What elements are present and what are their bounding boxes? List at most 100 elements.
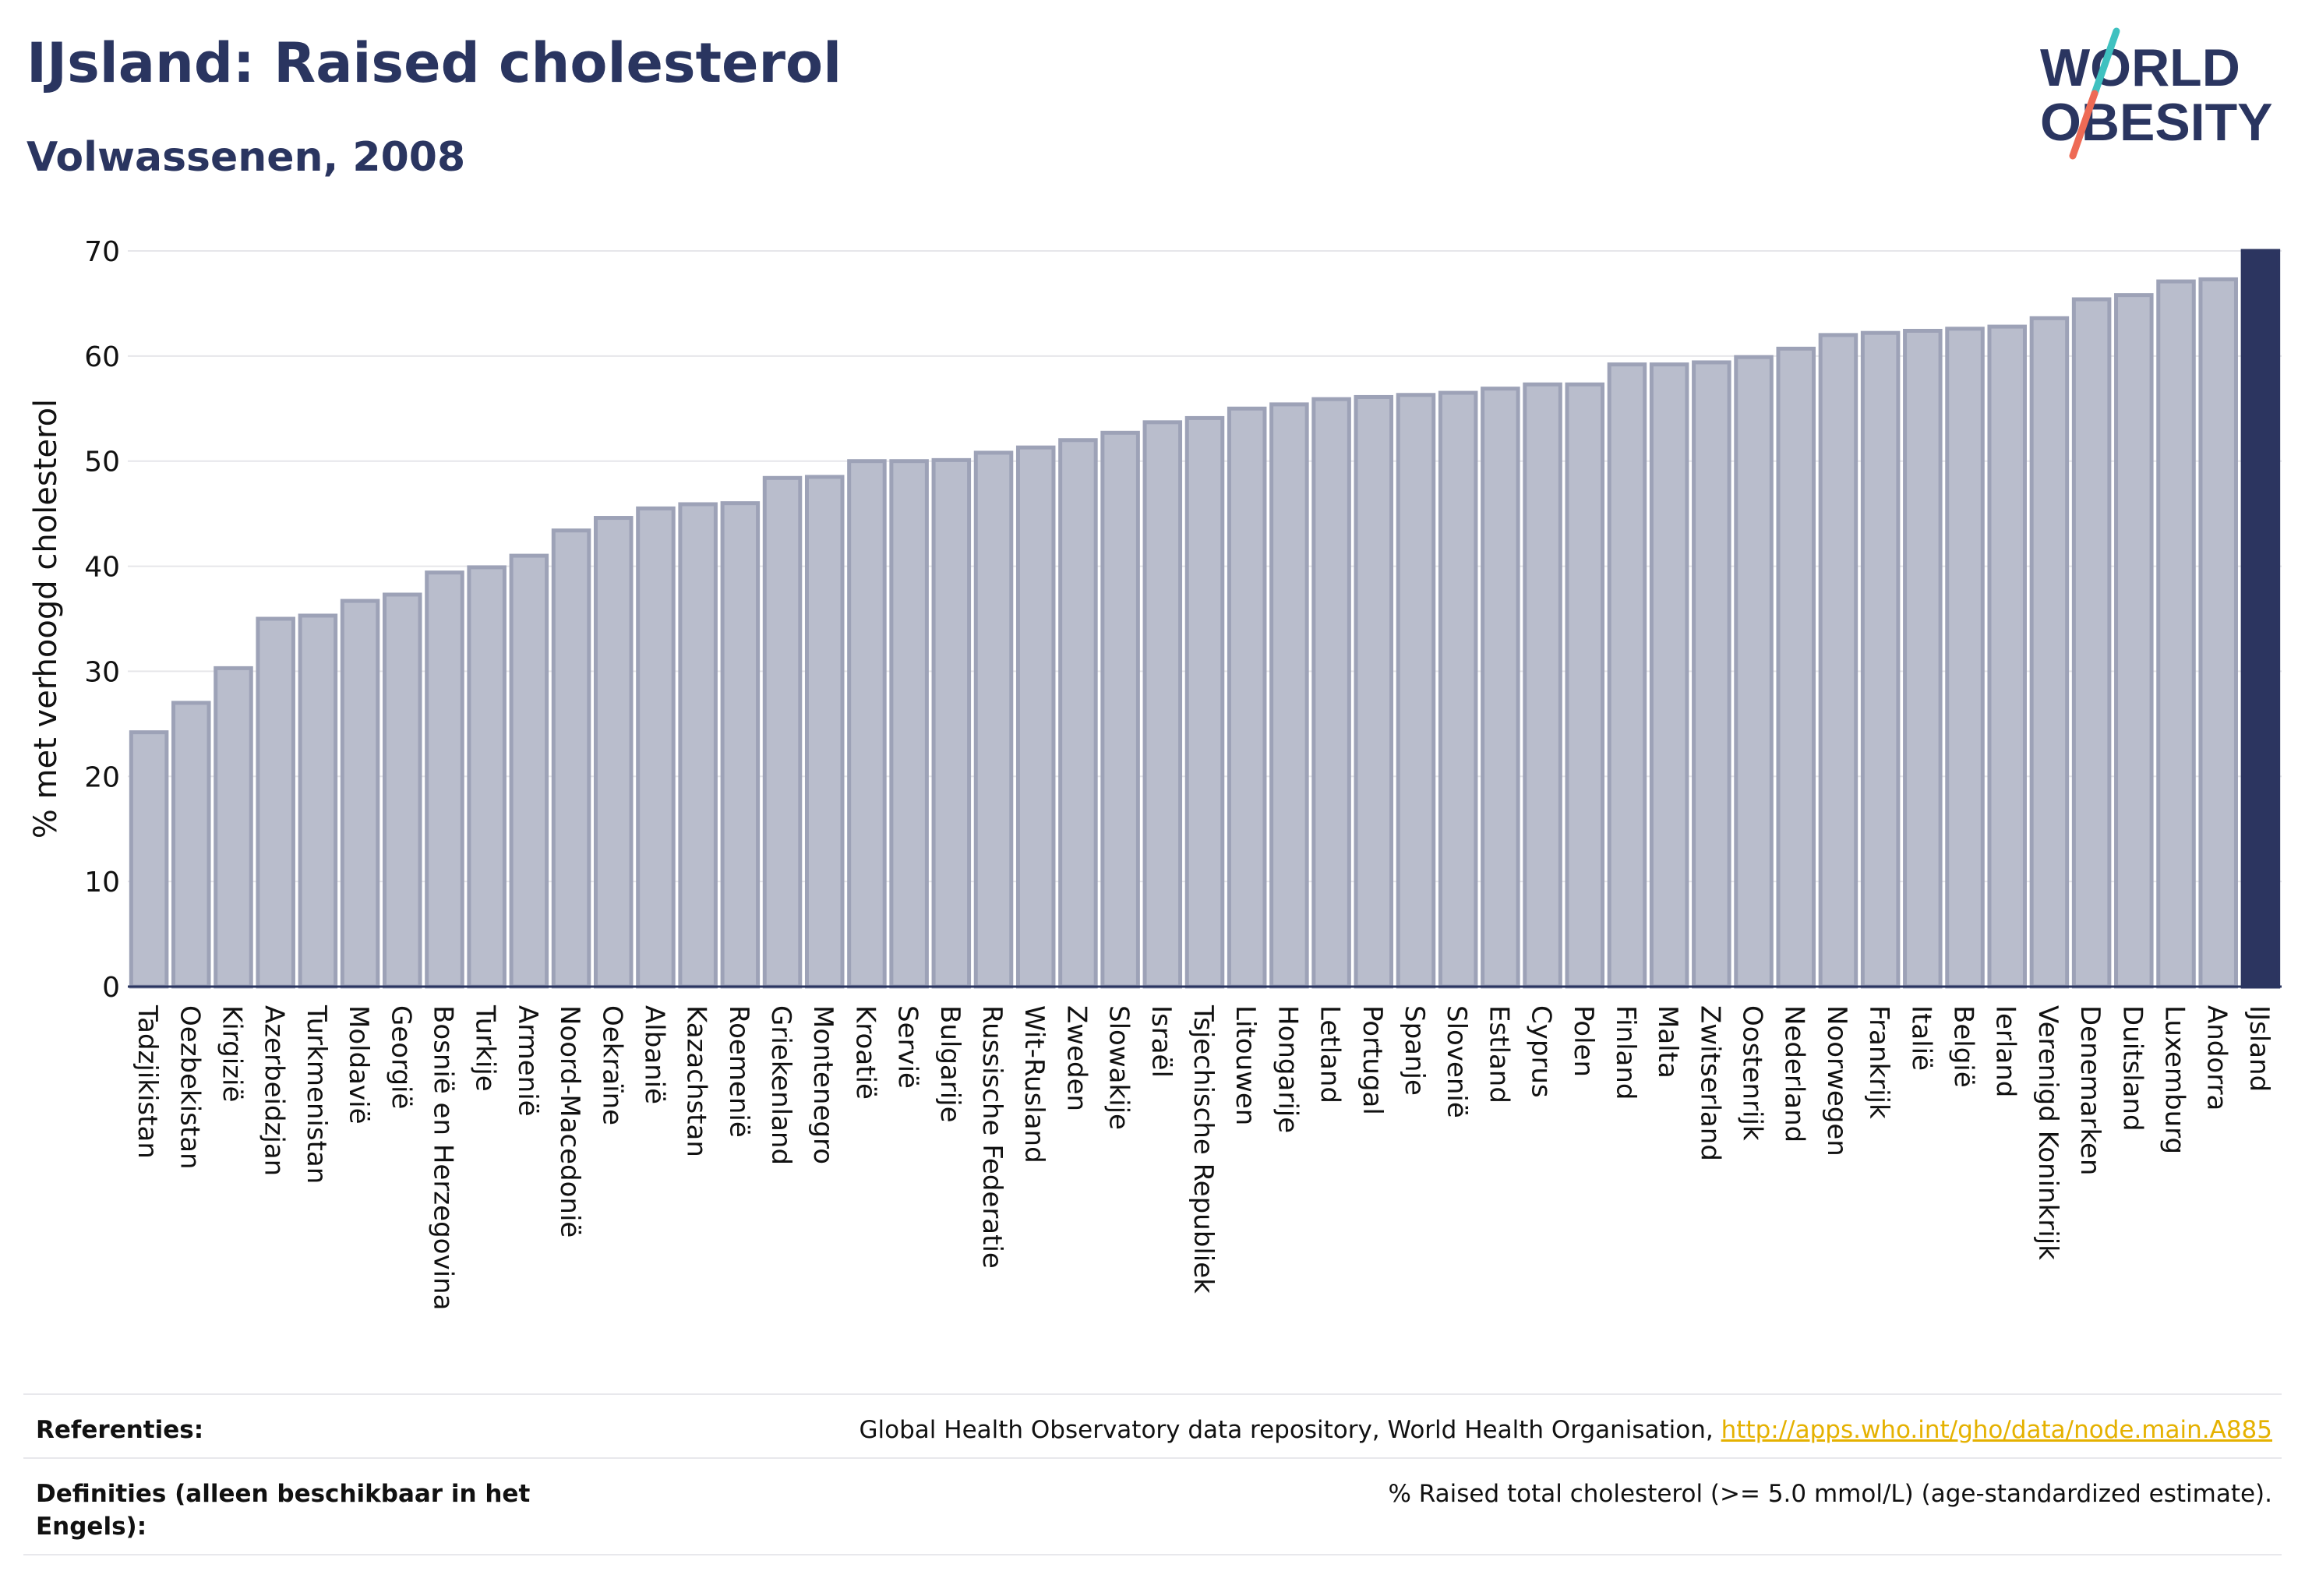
- bar-kazachstan[interactable]: [678, 502, 718, 989]
- bar-roemenië[interactable]: [720, 501, 761, 989]
- y-tick-label: 40: [84, 552, 120, 584]
- bar-letland[interactable]: [1311, 397, 1351, 989]
- bar-russische-federatie[interactable]: [973, 450, 1014, 989]
- y-tick-label: 50: [84, 447, 120, 478]
- y-tick-label: 60: [84, 341, 120, 373]
- bar-denemarken[interactable]: [2071, 297, 2112, 989]
- footer-divider-middle: [23, 1457, 2282, 1459]
- references-value: Global Health Observatory data repositor…: [860, 1414, 2272, 1446]
- bar-spanje[interactable]: [1396, 393, 1436, 989]
- bar-chart: 0 10 20 30 40 50 60 70 Tadzjikistan Oezbekistan K…: [28, 236, 2282, 1310]
- bar-belgië[interactable]: [1945, 327, 1985, 989]
- x-tick-label: Finland: [1610, 1005, 1641, 1100]
- chart-title: IJsland: Raised cholesterol: [26, 31, 842, 95]
- x-tick-label: Moldavië: [343, 1005, 374, 1125]
- bar-slowakije[interactable]: [1100, 430, 1140, 989]
- y-tick-label: 30: [84, 656, 120, 688]
- references-link[interactable]: http://apps.who.int/gho/data/node.main.A…: [1721, 1416, 2272, 1444]
- bar-wit-rusland[interactable]: [1015, 445, 1056, 989]
- logo-slash-coral: [2069, 90, 2099, 160]
- bar-tadzjikistan[interactable]: [129, 730, 169, 989]
- bar-estland[interactable]: [1481, 387, 1520, 989]
- x-tick-label: Roemenië: [723, 1005, 754, 1138]
- bar-bulgarije[interactable]: [931, 457, 972, 989]
- x-tick-label: Armenië: [512, 1005, 543, 1117]
- bar-oezbekistan[interactable]: [171, 701, 211, 989]
- bar-servië[interactable]: [889, 459, 929, 989]
- x-tick-label: Kroatië: [849, 1005, 881, 1100]
- x-tick-label: Denemarken: [2074, 1005, 2106, 1175]
- bar-moldavië[interactable]: [340, 598, 380, 989]
- bar-kroatië[interactable]: [847, 459, 887, 989]
- x-tick-label: Letland: [1315, 1005, 1346, 1103]
- bar-turkije[interactable]: [467, 565, 507, 989]
- x-tick-label: Slovenië: [1441, 1005, 1472, 1118]
- world-obesity-logo: WORLD OBESITY: [2040, 27, 2273, 160]
- x-tick-label: Noord-Macedonië: [554, 1005, 585, 1238]
- bar-tsjechische-republiek[interactable]: [1184, 415, 1225, 989]
- bar-slovenië[interactable]: [1438, 390, 1478, 989]
- chart-subtitle: Volwassenen, 2008: [26, 134, 466, 181]
- x-tick-label: Tadzjikistan: [132, 1005, 163, 1159]
- bar-polen[interactable]: [1565, 382, 1605, 989]
- x-tick-label: Albanië: [638, 1005, 669, 1104]
- x-tick-label: Nederland: [1779, 1005, 1810, 1142]
- x-tick-label: Portugal: [1357, 1005, 1388, 1115]
- bar-luxemburg[interactable]: [2156, 279, 2196, 989]
- bar-griekenland[interactable]: [762, 475, 803, 989]
- bars: [129, 249, 2281, 989]
- x-tick-label: Kazachstan: [681, 1005, 712, 1157]
- bar-finland[interactable]: [1607, 362, 1647, 989]
- bar-zweden[interactable]: [1058, 438, 1098, 989]
- x-tick-label: Servië: [892, 1005, 923, 1089]
- x-tick-label: Zwitserland: [1694, 1005, 1725, 1161]
- x-tick-label: Frankrijk: [1863, 1005, 1894, 1119]
- bar-noord-macedonië[interactable]: [551, 528, 591, 989]
- x-tick-label: IJsland: [2243, 1005, 2275, 1092]
- bar-ijsland[interactable]: [2240, 249, 2281, 989]
- bar-portugal[interactable]: [1354, 394, 1394, 989]
- bar-oekraïne[interactable]: [593, 516, 634, 989]
- bar-israël[interactable]: [1142, 420, 1183, 989]
- footer-divider-top: [23, 1393, 2282, 1395]
- bar-turkmenistan[interactable]: [298, 613, 338, 989]
- x-tick-label: Verenigd Koninkrijk: [2032, 1005, 2063, 1260]
- y-tick-label: 20: [84, 761, 120, 793]
- bar-zwitserland[interactable]: [1692, 360, 1731, 989]
- bar-bosnië-en-herzegovina[interactable]: [425, 570, 464, 989]
- bar-verenigd-koninkrijk[interactable]: [2029, 316, 2070, 989]
- bar-italië[interactable]: [1903, 328, 1943, 989]
- bar-noorwegen[interactable]: [1818, 333, 1858, 989]
- bar-kirgizië[interactable]: [214, 666, 253, 989]
- logo-slash-teal: [2091, 27, 2120, 97]
- x-tick-label: België: [1948, 1005, 1979, 1088]
- bar-hongarije[interactable]: [1269, 402, 1309, 989]
- x-tick-label: Italië: [1905, 1005, 1936, 1071]
- bar-cyprus[interactable]: [1523, 382, 1562, 989]
- logo-text-world: WORLD: [2040, 38, 2240, 97]
- x-tick-label: Oezbekistan: [174, 1005, 205, 1170]
- x-tick-label: Slowakije: [1103, 1005, 1135, 1130]
- bar-albanië[interactable]: [636, 506, 676, 989]
- x-tick-label: Turkije: [470, 1005, 501, 1092]
- x-tick-label: Montenegro: [807, 1005, 838, 1164]
- references-text: Global Health Observatory data repositor…: [859, 1416, 1721, 1444]
- bar-malta[interactable]: [1649, 362, 1689, 989]
- bar-ierland[interactable]: [1987, 324, 2027, 989]
- bar-duitsland[interactable]: [2114, 293, 2154, 989]
- definitions-label: Definities (alleen beschikbaar in het En…: [36, 1480, 531, 1541]
- bar-georgië[interactable]: [383, 592, 422, 989]
- bar-litouwen[interactable]: [1227, 406, 1267, 989]
- bar-nederland[interactable]: [1776, 346, 1816, 989]
- x-tick-label: Zweden: [1061, 1005, 1092, 1111]
- bar-frankrijk[interactable]: [1860, 330, 1901, 989]
- x-tick-label: Griekenland: [765, 1005, 796, 1165]
- bar-oostenrijk[interactable]: [1734, 355, 1774, 989]
- bar-andorra[interactable]: [2198, 277, 2238, 989]
- bar-armenië[interactable]: [509, 553, 549, 989]
- x-tick-label: Litouwen: [1230, 1005, 1261, 1125]
- bar-montenegro[interactable]: [804, 475, 845, 989]
- y-tick-label: 70: [84, 236, 120, 268]
- bar-azerbeidzjan[interactable]: [256, 616, 295, 989]
- x-tick-label: Russische Federatie: [976, 1005, 1008, 1269]
